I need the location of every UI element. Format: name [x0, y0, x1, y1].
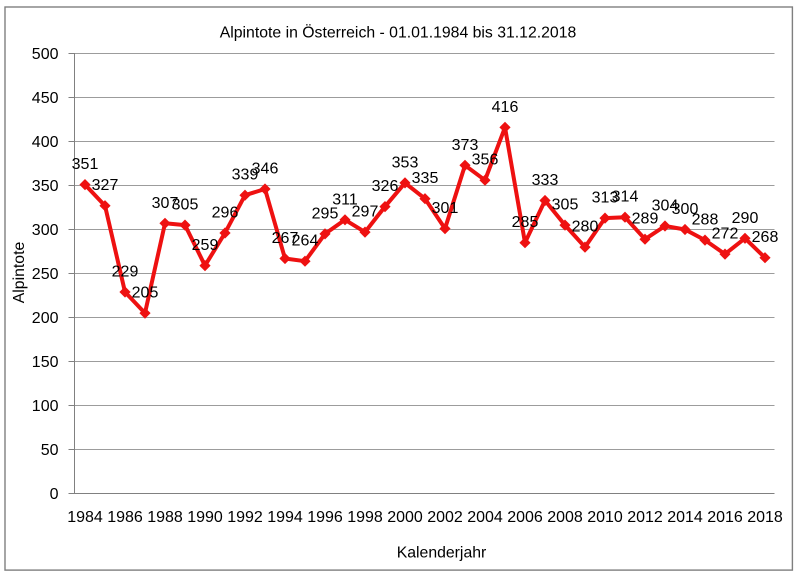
- svg-text:297: 297: [352, 204, 379, 221]
- svg-text:339: 339: [232, 167, 259, 184]
- svg-text:351: 351: [72, 156, 99, 173]
- svg-text:1992: 1992: [227, 509, 263, 526]
- svg-text:314: 314: [612, 189, 639, 206]
- svg-text:1996: 1996: [307, 509, 343, 526]
- svg-text:2008: 2008: [547, 509, 583, 526]
- svg-text:373: 373: [452, 137, 479, 154]
- svg-text:290: 290: [732, 210, 759, 227]
- svg-text:1984: 1984: [67, 509, 103, 526]
- svg-text:2012: 2012: [627, 509, 663, 526]
- svg-text:416: 416: [492, 99, 519, 116]
- svg-text:200: 200: [32, 310, 59, 327]
- svg-text:326: 326: [372, 178, 399, 195]
- svg-text:267: 267: [272, 230, 299, 247]
- svg-text:450: 450: [32, 90, 59, 107]
- svg-text:305: 305: [552, 197, 579, 214]
- svg-text:307: 307: [152, 195, 179, 212]
- svg-text:2006: 2006: [507, 509, 543, 526]
- svg-text:300: 300: [32, 222, 59, 239]
- svg-text:295: 295: [312, 205, 339, 222]
- svg-text:280: 280: [572, 219, 599, 236]
- svg-text:2016: 2016: [707, 509, 743, 526]
- svg-text:250: 250: [32, 266, 59, 283]
- svg-text:Kalenderjahr: Kalenderjahr: [397, 545, 487, 562]
- svg-text:288: 288: [692, 212, 719, 229]
- svg-text:2000: 2000: [387, 509, 423, 526]
- svg-text:2010: 2010: [587, 509, 623, 526]
- svg-text:500: 500: [32, 46, 59, 63]
- svg-text:313: 313: [592, 190, 619, 207]
- svg-text:304: 304: [652, 198, 679, 215]
- svg-text:285: 285: [512, 214, 539, 231]
- svg-text:268: 268: [752, 229, 779, 246]
- svg-text:296: 296: [212, 205, 239, 222]
- svg-text:2014: 2014: [667, 509, 703, 526]
- svg-text:259: 259: [192, 237, 219, 254]
- svg-text:400: 400: [32, 134, 59, 151]
- svg-text:Alpintote: Alpintote: [11, 242, 28, 304]
- svg-text:305: 305: [172, 197, 199, 214]
- svg-text:289: 289: [632, 211, 659, 228]
- svg-text:1988: 1988: [147, 509, 183, 526]
- svg-text:1986: 1986: [107, 509, 143, 526]
- svg-text:300: 300: [672, 201, 699, 218]
- svg-text:100: 100: [32, 398, 59, 415]
- svg-text:150: 150: [32, 354, 59, 371]
- svg-text:353: 353: [392, 154, 419, 171]
- svg-text:333: 333: [532, 172, 559, 189]
- svg-text:205: 205: [132, 285, 159, 302]
- svg-text:2004: 2004: [467, 509, 503, 526]
- svg-text:346: 346: [252, 161, 279, 178]
- svg-text:Alpintote in Österreich - 01.0: Alpintote in Österreich - 01.01.1984 bis…: [220, 24, 577, 42]
- svg-text:301: 301: [432, 200, 459, 217]
- svg-text:335: 335: [412, 170, 439, 187]
- svg-text:229: 229: [112, 264, 139, 281]
- svg-text:2018: 2018: [747, 509, 783, 526]
- svg-text:0: 0: [50, 486, 59, 503]
- svg-text:1994: 1994: [267, 509, 303, 526]
- svg-text:2002: 2002: [427, 509, 463, 526]
- svg-text:356: 356: [472, 152, 499, 169]
- svg-text:350: 350: [32, 178, 59, 195]
- svg-text:311: 311: [332, 191, 358, 208]
- svg-text:272: 272: [712, 226, 739, 243]
- svg-text:50: 50: [41, 442, 59, 459]
- svg-text:327: 327: [92, 177, 119, 194]
- svg-text:1998: 1998: [347, 509, 383, 526]
- svg-text:264: 264: [292, 233, 319, 250]
- svg-text:1990: 1990: [187, 509, 223, 526]
